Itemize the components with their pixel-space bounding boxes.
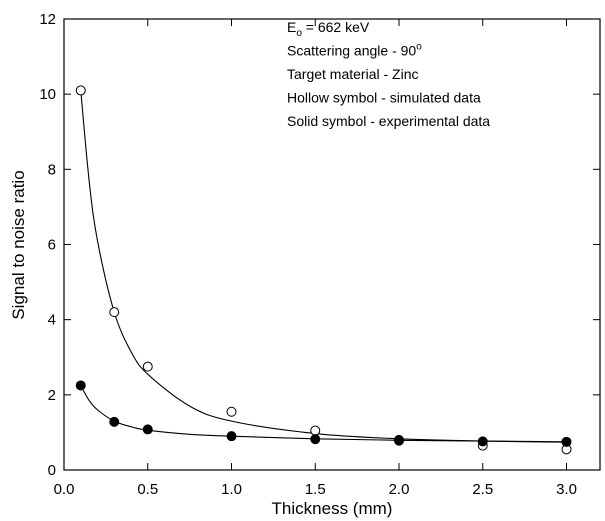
data-point <box>310 425 321 436</box>
plot-frame <box>63 18 601 471</box>
y-tick-label: 2 <box>48 387 56 404</box>
y-axis-label: Signal to noise ratio <box>9 170 28 319</box>
data-point <box>75 380 86 391</box>
annotation: Solid symbol - experimental data <box>287 113 490 129</box>
data-point <box>109 307 120 318</box>
annotation: Scattering angle - 90o <box>287 42 422 59</box>
data-point <box>310 434 321 445</box>
annotation-part: = 662 keV <box>302 19 370 35</box>
x-tick-label: 1.0 <box>221 481 242 498</box>
data-point <box>226 406 237 417</box>
annotation-part: E <box>287 19 296 35</box>
y-tick-label: 0 <box>48 462 56 479</box>
y-tick-label: 12 <box>39 11 56 28</box>
data-point <box>226 431 237 442</box>
x-tick-label: 0.5 <box>137 481 158 498</box>
y-tick-label: 8 <box>48 161 56 178</box>
data-point <box>142 361 153 372</box>
x-axis-label: Thickness (mm) <box>272 499 393 518</box>
x-tick-label: 1.5 <box>305 481 326 498</box>
x-tick-label: 2.5 <box>472 481 493 498</box>
annotation-part: o <box>416 42 422 53</box>
annotation-part: o <box>296 28 302 39</box>
annotation: Eo = 662 keV <box>287 19 370 39</box>
data-point <box>75 85 86 96</box>
fit-curve <box>80 385 567 443</box>
annotation-part: Scattering angle - 90 <box>287 43 416 59</box>
data-point <box>561 436 572 447</box>
x-tick-label: 0.0 <box>54 481 75 498</box>
data-point <box>477 436 488 447</box>
y-tick-label: 10 <box>39 86 56 103</box>
x-tick-label: 3.0 <box>556 481 577 498</box>
x-tick-label: 2.0 <box>389 481 410 498</box>
data-point <box>142 424 153 435</box>
y-tick-label: 6 <box>48 237 56 254</box>
data-point <box>394 435 404 446</box>
data-point <box>109 416 120 427</box>
y-tick-label: 4 <box>48 312 56 329</box>
annotation: Hollow symbol - simulated data <box>287 90 481 106</box>
annotation: Target material - Zinc <box>287 66 418 82</box>
fit-curve <box>80 90 567 443</box>
